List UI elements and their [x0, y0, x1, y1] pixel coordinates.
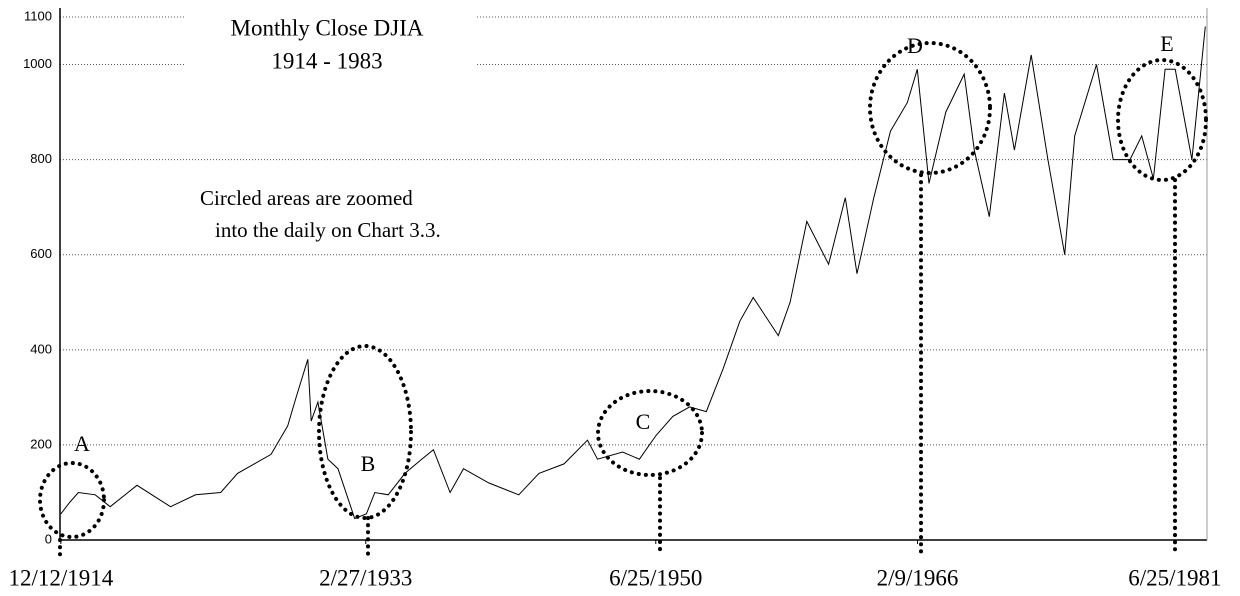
- annotation-label: B: [361, 451, 376, 476]
- y-tick-label: 400: [30, 341, 52, 356]
- circle-e: [1116, 58, 1208, 182]
- annotation-label: D: [907, 33, 923, 58]
- note: into the daily on Chart 3.3.: [215, 218, 441, 242]
- annotation-label: A: [74, 431, 90, 456]
- x-tick-label: 6/25/1950: [609, 565, 702, 590]
- circle-b: [317, 344, 413, 520]
- y-tick-label: 0: [45, 531, 52, 546]
- chart-title: Monthly Close DJIA: [231, 15, 424, 40]
- annotation-label: C: [636, 409, 651, 434]
- note: Circled areas are zoomed: [200, 186, 413, 210]
- annotation-circles: [38, 41, 1208, 562]
- y-tick-label: 1000: [23, 56, 52, 71]
- circle-d: [868, 41, 992, 175]
- circle-a: [38, 461, 106, 539]
- y-tick-label: 200: [30, 436, 52, 451]
- x-tick-label: 2/9/1966: [877, 565, 959, 590]
- price-line: [60, 26, 1206, 520]
- x-tick-label: 2/27/1933: [319, 565, 412, 590]
- x-tick-label: 6/25/1981: [1128, 565, 1221, 590]
- chart-subtitle: 1914 - 1983: [271, 48, 382, 73]
- annotation-label: E: [1160, 31, 1173, 56]
- y-tick-label: 1100: [24, 8, 52, 23]
- title-box: [185, 12, 475, 84]
- circle-c: [596, 389, 704, 477]
- x-tick-label: 12/12/1914: [8, 565, 113, 590]
- y-tick-label: 800: [30, 151, 52, 166]
- y-tick-label: 600: [30, 246, 52, 261]
